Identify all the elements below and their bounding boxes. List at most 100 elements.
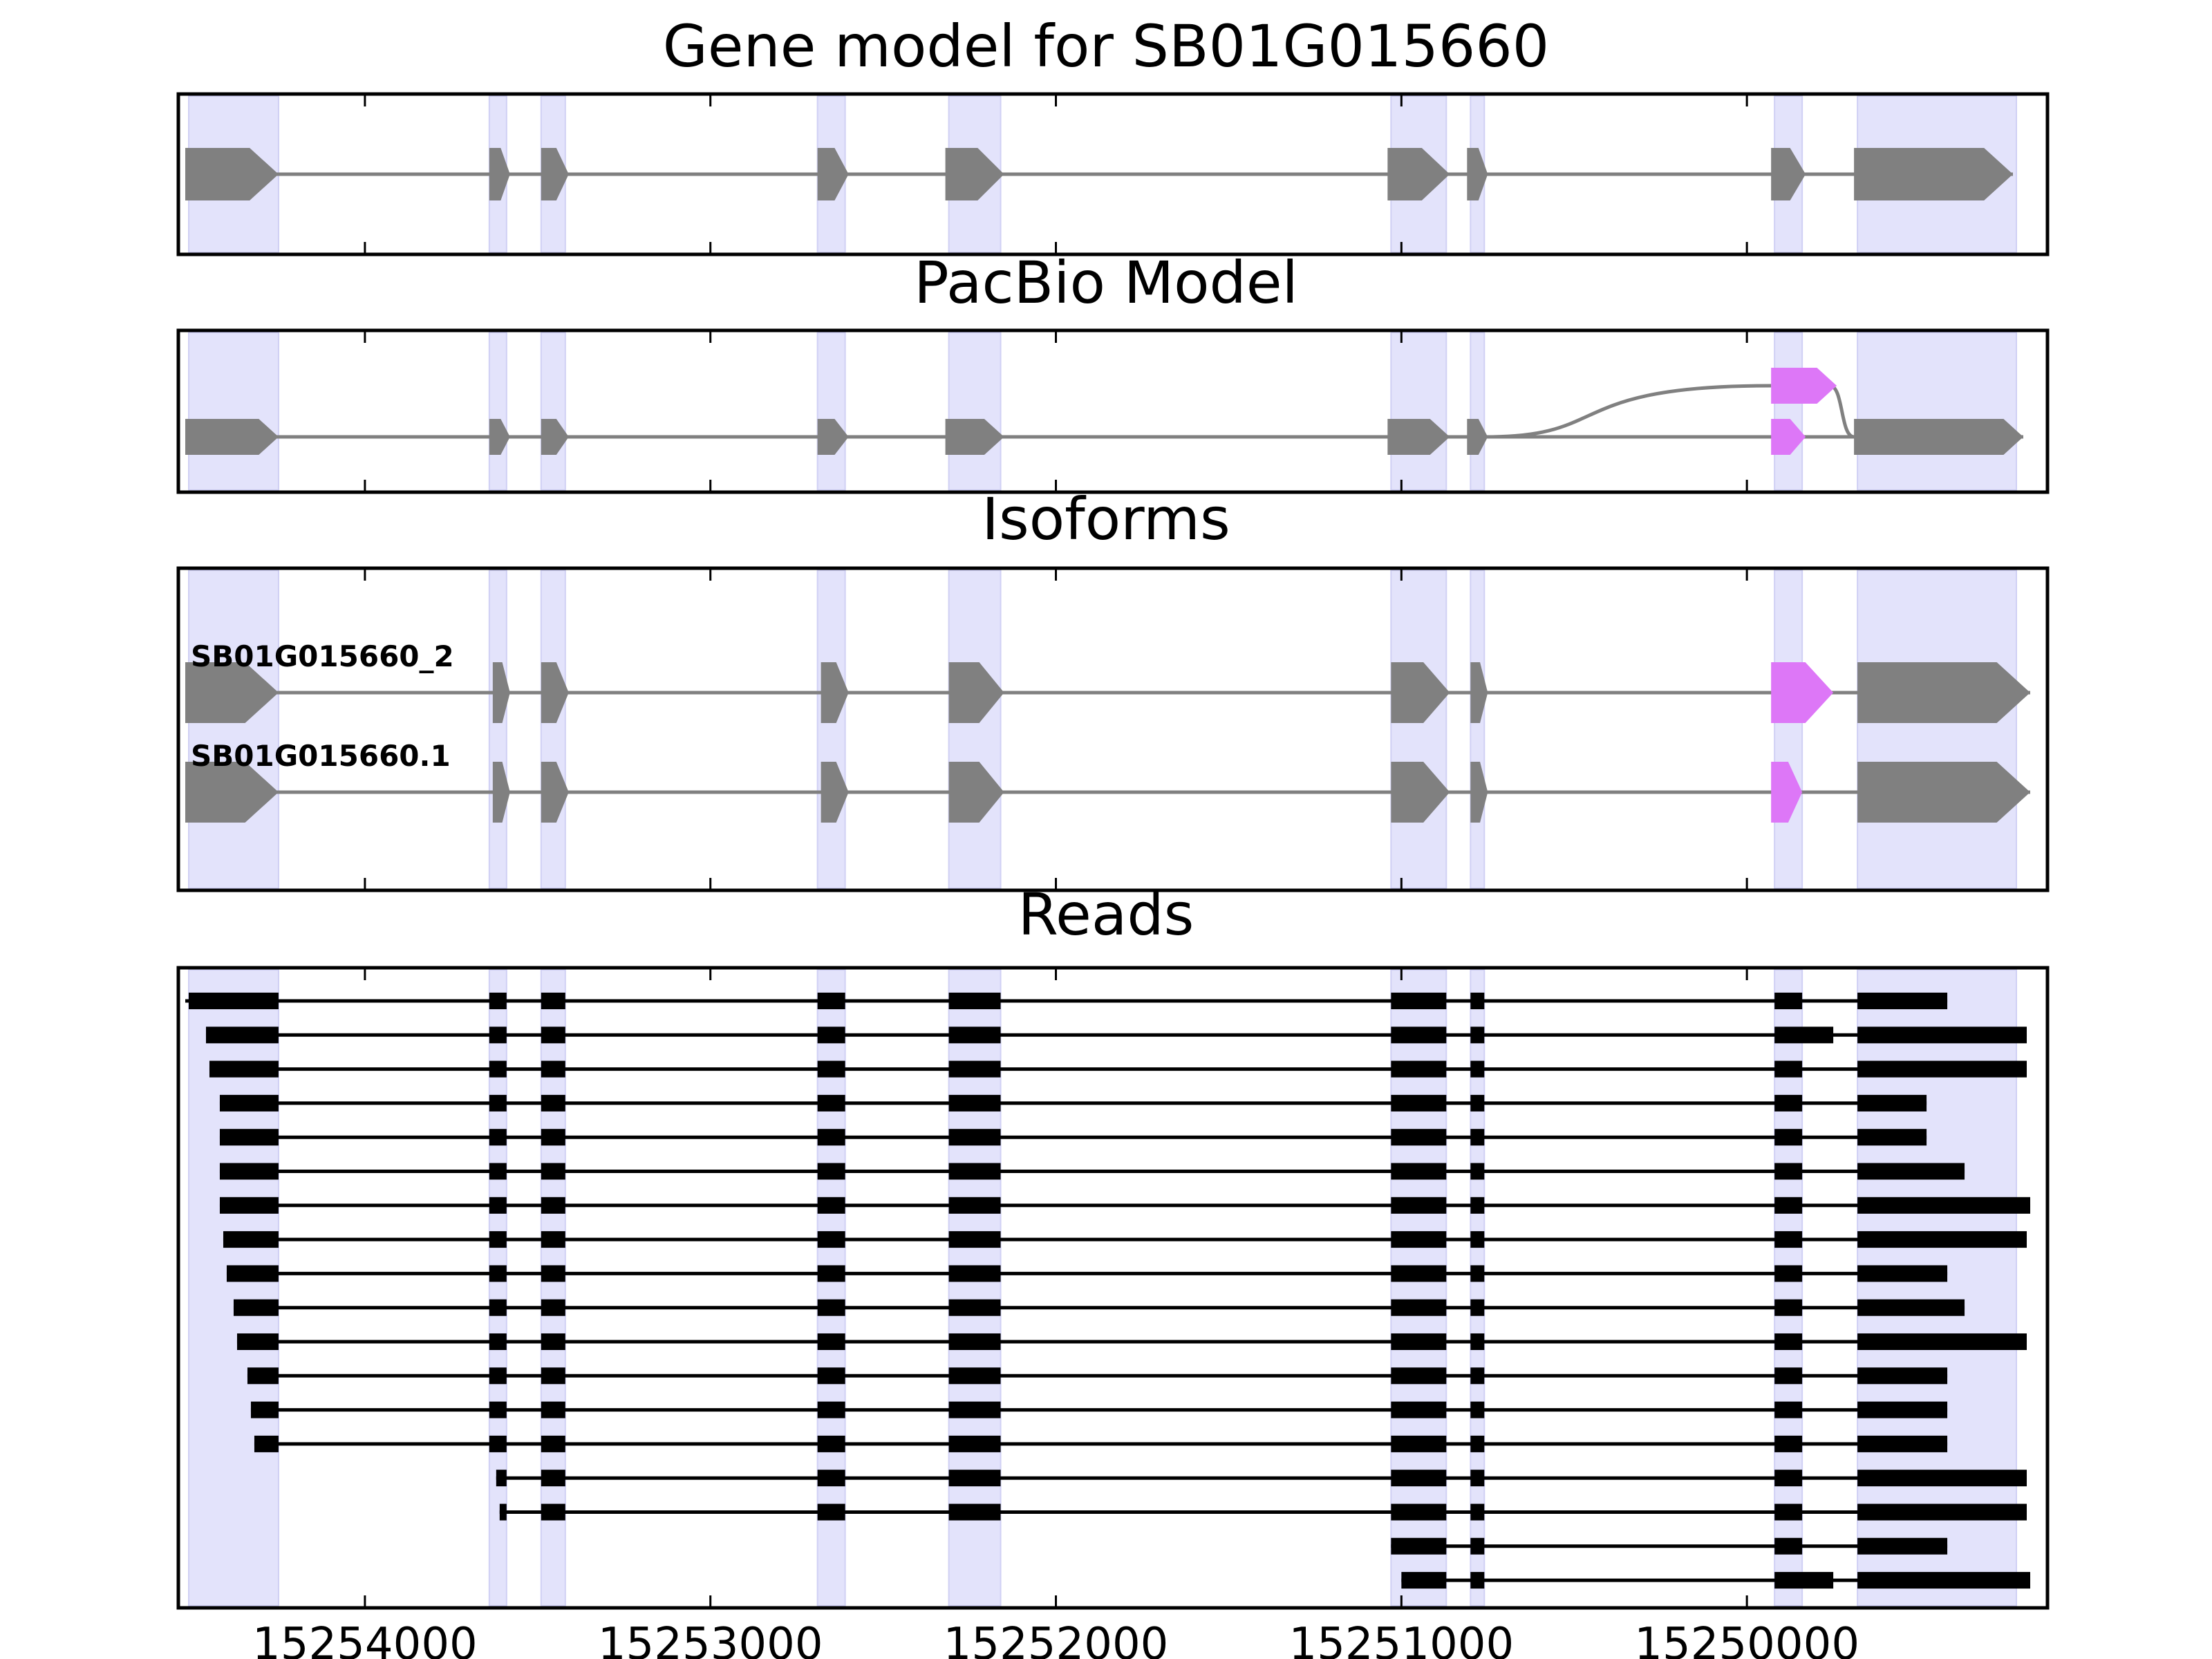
alt-junction-curve — [1488, 384, 1772, 439]
read-block — [1857, 1572, 2031, 1589]
exon — [185, 662, 279, 723]
exon — [1857, 662, 2031, 723]
read-block — [948, 1401, 1001, 1418]
read-block — [817, 1163, 845, 1180]
read-block — [1774, 1129, 1803, 1146]
read-block — [1391, 1094, 1447, 1112]
exon — [1470, 662, 1488, 723]
read-block — [1470, 1299, 1485, 1316]
exon — [1467, 419, 1488, 455]
read-block — [489, 1027, 507, 1044]
exon-band — [816, 332, 846, 491]
reads-panel — [176, 966, 2050, 1610]
read-block — [1391, 1401, 1447, 1418]
read-block — [948, 1265, 1001, 1282]
read-block — [1774, 1163, 1803, 1180]
read-block — [1857, 1401, 1948, 1418]
read-block — [1391, 1163, 1447, 1180]
read-block — [188, 993, 279, 1009]
exon — [817, 419, 849, 455]
read-block — [1774, 1060, 1803, 1078]
read-block — [1470, 1470, 1485, 1487]
exon — [821, 662, 849, 723]
read-block — [1470, 1197, 1485, 1214]
exon — [541, 762, 569, 823]
exon-band — [948, 332, 1002, 491]
panel-frame — [176, 966, 2050, 1610]
read-block — [1470, 1367, 1485, 1385]
read-block — [226, 1265, 279, 1282]
x-tick-label: 15253000 — [598, 1619, 823, 1659]
read-block — [254, 1435, 279, 1452]
read-block — [817, 993, 845, 1009]
read-block — [948, 1299, 1001, 1316]
read-block — [541, 1231, 565, 1248]
read-block — [1857, 1231, 2027, 1248]
exon — [948, 662, 1004, 723]
read-block — [489, 1231, 507, 1248]
gene-panel-title: Gene model for SB01G015660 — [663, 12, 1549, 80]
exon — [489, 148, 510, 200]
read-block — [1391, 993, 1447, 1009]
exon-band — [816, 570, 846, 889]
read-block — [1470, 1333, 1485, 1350]
exon — [492, 762, 510, 823]
read-block — [1391, 1027, 1447, 1044]
read-block — [1470, 1027, 1485, 1044]
read-block — [1774, 1333, 1803, 1350]
read-block — [1857, 1163, 1965, 1180]
read-block — [541, 993, 565, 1009]
read-block — [1774, 993, 1803, 1009]
exon — [541, 662, 569, 723]
read-block — [1391, 1537, 1447, 1555]
highlight-exon — [1771, 762, 1803, 823]
read-block — [496, 1470, 507, 1487]
read-block — [541, 1503, 565, 1521]
read-block — [1470, 1572, 1485, 1589]
read-block — [817, 1299, 845, 1316]
read-block — [489, 1367, 507, 1385]
read-block — [1470, 1163, 1485, 1180]
exon — [817, 148, 849, 200]
read-block — [948, 1163, 1001, 1180]
read-block — [541, 1060, 565, 1078]
exon-band — [488, 570, 507, 889]
isoforms-panel-title: Isoforms — [982, 485, 1230, 553]
read-block — [1391, 1231, 1447, 1248]
read-block — [541, 1265, 565, 1282]
exon — [1854, 419, 2024, 455]
read-block — [1391, 1299, 1447, 1316]
highlight-exon — [1771, 419, 1806, 455]
read-block — [817, 1470, 845, 1487]
read-block — [1774, 1503, 1803, 1521]
read-block — [1774, 1094, 1803, 1112]
read-block — [1774, 1572, 1834, 1589]
exon — [185, 762, 279, 823]
alt-highlight-exon — [1771, 368, 1837, 404]
read-block — [1857, 1333, 2027, 1350]
panel-frame — [176, 566, 2050, 892]
read-block — [489, 1333, 507, 1350]
read-block — [541, 1367, 565, 1385]
read-block — [223, 1231, 279, 1248]
read-block — [1857, 1197, 2031, 1214]
read-block — [1774, 1027, 1834, 1044]
isoform-label: SB01G015660.1 — [191, 739, 451, 773]
read-block — [250, 1401, 279, 1418]
exon-band — [1390, 570, 1447, 889]
read-block — [1470, 1537, 1485, 1555]
read-block — [499, 1503, 507, 1521]
read-block — [1774, 1299, 1803, 1316]
exon-band — [1390, 332, 1447, 491]
read-block — [489, 1197, 507, 1214]
read-block — [489, 1094, 507, 1112]
read-block — [1774, 1197, 1803, 1214]
read-block — [817, 1503, 845, 1521]
read-block — [948, 1060, 1001, 1078]
read-block — [205, 1027, 279, 1044]
read-block — [817, 1129, 845, 1146]
isoform-label: SB01G015660_2 — [191, 639, 454, 673]
read-block — [1391, 1435, 1447, 1452]
read-block — [1470, 1060, 1485, 1078]
read-block — [948, 1231, 1001, 1248]
